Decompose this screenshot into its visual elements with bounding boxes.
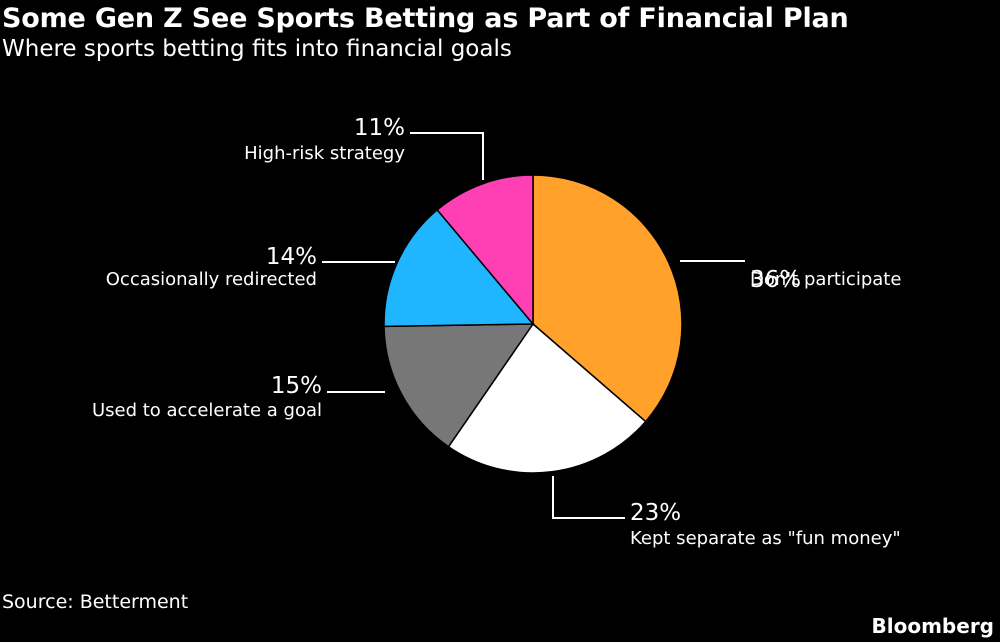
pie-slice-1 <box>532 174 683 423</box>
slice-percent-label-2: 23% <box>630 500 681 526</box>
slice-labels: 36%Don't participate 23%Kept separate as … <box>92 115 901 549</box>
slice-category-label-4: Occasionally redirected <box>106 269 317 290</box>
slice-category-label-1: Don't participate <box>750 269 901 290</box>
leader-line-5 <box>410 132 484 180</box>
pie-slice-2 <box>447 322 647 474</box>
chart-title: Some Gen Z See Sports Betting as Part of… <box>2 3 849 34</box>
slice-percent-label-4: 14% <box>266 244 317 270</box>
slice-category-label-3: Used to accelerate a goal <box>92 400 322 421</box>
slice-category-label-5: High-risk strategy <box>244 143 405 164</box>
source-note: Source: Betterment <box>2 591 189 613</box>
chart-subtitle: Where sports betting fits into financial… <box>2 36 512 62</box>
pie-slices <box>383 174 683 474</box>
slice-percent-label-3: 15% <box>271 373 322 399</box>
leader-line-2 <box>552 476 625 519</box>
slice-category-label-2: Kept separate as "fun money" <box>630 528 901 549</box>
pie-slice-3 <box>383 323 535 448</box>
bloomberg-logo: Bloomberg <box>871 614 994 638</box>
leader-lines <box>322 132 745 519</box>
pie-slice-4 <box>383 208 535 328</box>
pie-slice-5 <box>436 174 534 327</box>
slice-percent-label-1: 36% <box>750 267 801 293</box>
slice-percent-label-5: 11% <box>354 115 405 141</box>
